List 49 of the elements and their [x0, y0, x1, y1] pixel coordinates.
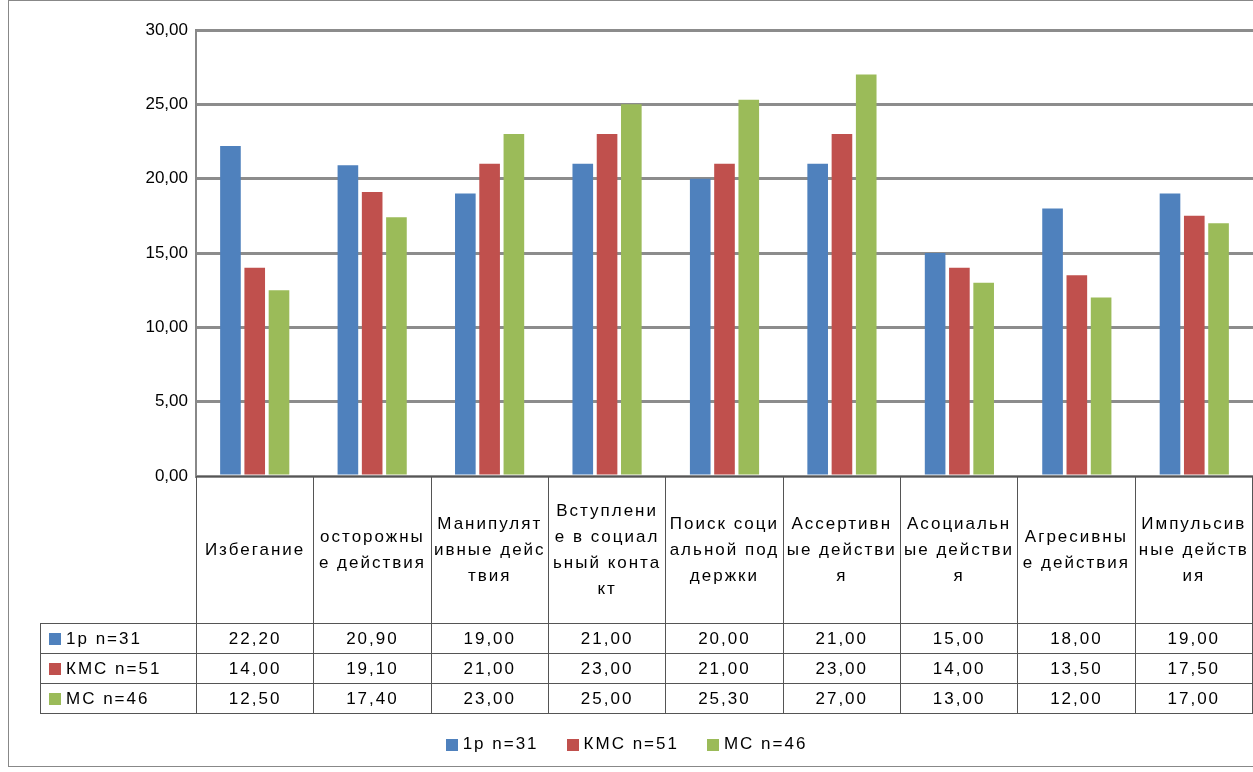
data-label: 12,50 [196, 683, 314, 714]
data-label: 21,00 [665, 653, 784, 684]
data-label: 21,00 [431, 653, 549, 684]
data-label: 17,50 [1135, 653, 1253, 684]
data-label: 27,00 [783, 683, 901, 714]
x-tick-label: Вступление в социальный контакт [548, 476, 666, 624]
data-label: 19,00 [1135, 623, 1253, 654]
x-tick-label: Избегание [196, 476, 314, 624]
data-label: 22,20 [196, 623, 314, 654]
data-label: 25,30 [665, 683, 784, 714]
data-label: 20,00 [665, 623, 784, 654]
x-tick-label: Асоциальные действия [900, 476, 1018, 624]
data-label: 13,00 [900, 683, 1018, 714]
y-tick-label: 10,00 [145, 317, 188, 337]
data-label: 17,00 [1135, 683, 1253, 714]
x-tick-label: Импульсивные действия [1135, 476, 1253, 624]
legend-label: 1р n=31 [40, 623, 197, 654]
data-label: 23,00 [548, 653, 666, 684]
x-tick-label: осторожные действия [313, 476, 432, 624]
data-label: 23,00 [431, 683, 549, 714]
y-tick-label: 20,00 [145, 168, 188, 188]
data-label: 18,00 [1017, 623, 1136, 654]
data-label: 19,10 [313, 653, 432, 684]
legend-label: МС n=46 [40, 683, 197, 714]
legend-label: КМС n=51 [40, 653, 197, 684]
y-tick-label: 30,00 [145, 19, 188, 39]
data-label: 20,90 [313, 623, 432, 654]
data-label: 14,00 [196, 653, 314, 684]
y-tick-label: 0,00 [154, 465, 188, 485]
text: КМС n=51 [583, 734, 679, 753]
x-tick-label: Агресивные действия [1017, 476, 1136, 624]
data-label: 13,50 [1017, 653, 1136, 684]
y-tick-label: 15,00 [145, 242, 188, 262]
text: МС n=46 [723, 734, 808, 753]
x-tick-label: Ассертивные действия [783, 476, 901, 624]
data-label: 17,40 [313, 683, 432, 714]
y-tick-label: 25,00 [145, 94, 188, 114]
data-label: 25,00 [548, 683, 666, 714]
data-label: 19,00 [431, 623, 549, 654]
y-tick-label: 5,00 [154, 391, 188, 411]
data-label: 14,00 [900, 653, 1018, 684]
data-label: 23,00 [783, 653, 901, 684]
data-label: 15,00 [900, 623, 1018, 654]
data-label: 12,00 [1017, 683, 1136, 714]
x-tick-label: Поиск социальной поддержки [665, 476, 784, 624]
data-label: 21,00 [548, 623, 666, 654]
data-label: 21,00 [783, 623, 901, 654]
x-tick-label: Манипулятивные действия [431, 476, 549, 624]
text: 1р n=31 [462, 734, 539, 753]
